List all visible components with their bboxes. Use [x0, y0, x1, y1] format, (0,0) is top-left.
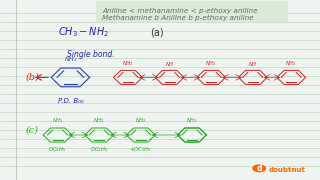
Text: $NH_2$: $NH_2$: [122, 59, 134, 68]
Text: $NH_2$: $NH_2$: [186, 116, 198, 125]
Text: $NH_2$: $NH_2$: [285, 59, 297, 68]
Text: $NH$: $NH$: [165, 60, 174, 68]
Circle shape: [252, 164, 266, 172]
Text: $OC_2H_5$: $OC_2H_5$: [90, 145, 108, 154]
Text: $NH_2$: $NH_2$: [93, 116, 105, 125]
FancyBboxPatch shape: [96, 1, 288, 22]
Text: d: d: [256, 164, 262, 173]
Text: $NH_2$: $NH_2$: [205, 59, 217, 68]
Text: doubtnut: doubtnut: [269, 167, 306, 173]
Text: P.D. B₀₀: P.D. B₀₀: [58, 98, 83, 104]
Text: $OC_2H_5$: $OC_2H_5$: [49, 145, 67, 154]
Text: Methanamine b Aniline b p-ethoxy aniline: Methanamine b Aniline b p-ethoxy aniline: [102, 15, 254, 21]
Text: (b): (b): [26, 73, 39, 82]
Text: $CH_3-NH_2$: $CH_3-NH_2$: [58, 26, 108, 39]
Text: $NH$: $NH$: [248, 60, 258, 68]
Text: (c): (c): [26, 125, 39, 134]
Text: Single bond.: Single bond.: [67, 50, 115, 59]
Text: (a): (a): [150, 27, 164, 37]
Text: $NH_2$: $NH_2$: [64, 55, 77, 64]
Text: $NH_2$: $NH_2$: [135, 116, 147, 125]
Text: Aniline < methanamine < p-ethoxy aniline: Aniline < methanamine < p-ethoxy aniline: [102, 8, 258, 14]
Text: $NH_2$: $NH_2$: [52, 116, 64, 125]
Text: $+OC_2H_5$: $+OC_2H_5$: [130, 145, 152, 154]
